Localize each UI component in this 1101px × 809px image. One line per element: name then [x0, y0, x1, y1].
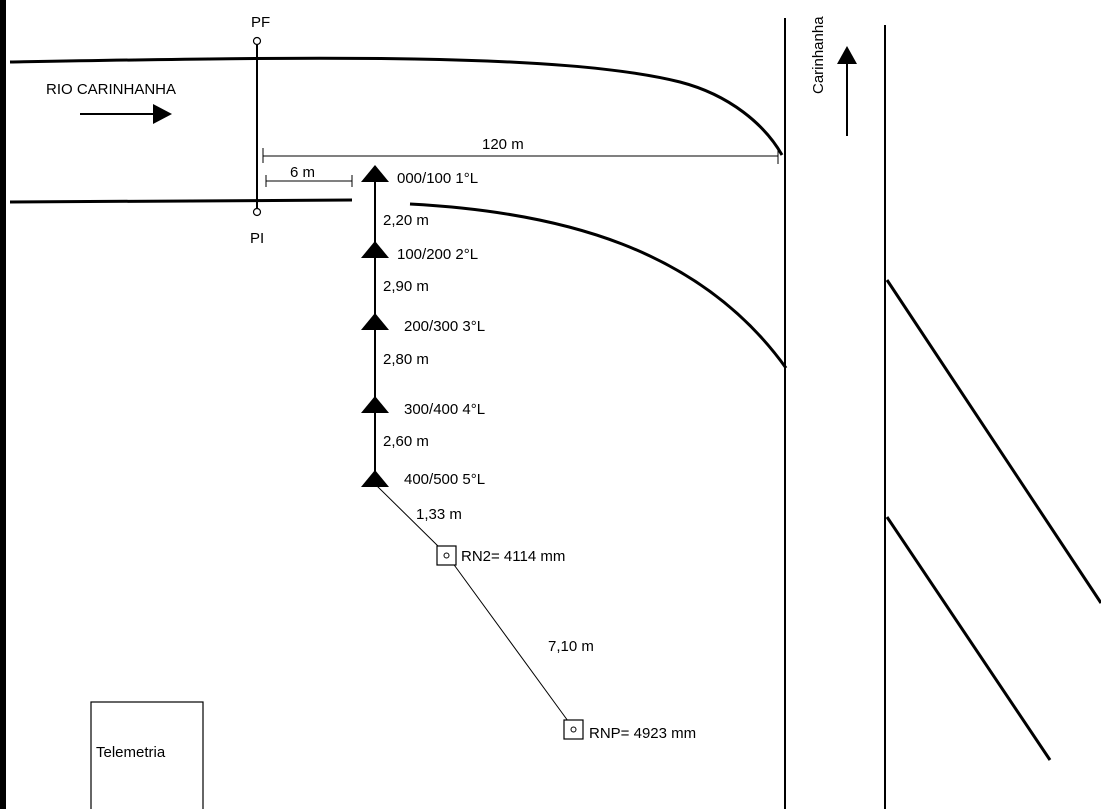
pi-marker [252, 207, 262, 217]
staff-marker-icon [361, 241, 389, 258]
diagonal-line-upper [885, 279, 1101, 604]
staff-label: 300/400 4°L [404, 401, 485, 418]
staff-label: 000/100 1°L [397, 170, 478, 187]
diagonal-line-lower [885, 516, 1052, 761]
rn2-link-line [374, 483, 442, 550]
rnp-link-line [451, 561, 569, 722]
benchmark-icon [436, 545, 457, 566]
pi-label: PI [250, 230, 264, 247]
staff-marker-icon [361, 165, 389, 182]
staff-marker-icon [361, 470, 389, 487]
dimension-6-label: 6 m [290, 164, 315, 181]
staff-label: 400/500 5°L [404, 471, 485, 488]
pf-marker [252, 36, 262, 46]
spacing-label: 2,60 m [383, 433, 429, 450]
river-label: RIO CARINHANHA [46, 81, 176, 98]
dimension-6 [265, 175, 353, 187]
dimension-120 [262, 148, 779, 164]
telemetry-label: Telemetria [96, 744, 166, 761]
river-lower-bank-right [409, 202, 788, 369]
spacing-label: 2,80 m [383, 351, 429, 368]
telemetry-box [90, 701, 204, 809]
rn-spacing-2: 7,10 m [548, 638, 594, 655]
staff-marker-icon [361, 396, 389, 413]
dimension-120-label: 120 m [482, 136, 524, 153]
flow-arrow-icon [80, 104, 172, 124]
river-upper-bank [9, 56, 784, 156]
left-border [0, 0, 6, 809]
benchmark-icon [563, 719, 584, 740]
north-arrow-icon [837, 46, 857, 136]
river-lower-bank-left [9, 198, 353, 204]
staff-label: 200/300 3°L [404, 318, 485, 335]
spacing-label: 2,90 m [383, 278, 429, 295]
pf-label: PF [251, 14, 270, 31]
rn2-label: RN2= 4114 mm [461, 548, 565, 565]
staff-label: 100/200 2°L [397, 246, 478, 263]
spacing-label: 2,20 m [383, 212, 429, 229]
rn-spacing-1: 1,33 m [416, 506, 462, 523]
rnp-label: RNP= 4923 mm [589, 725, 696, 742]
staff-marker-icon [361, 313, 389, 330]
road-label: Carinhanha [810, 16, 827, 94]
